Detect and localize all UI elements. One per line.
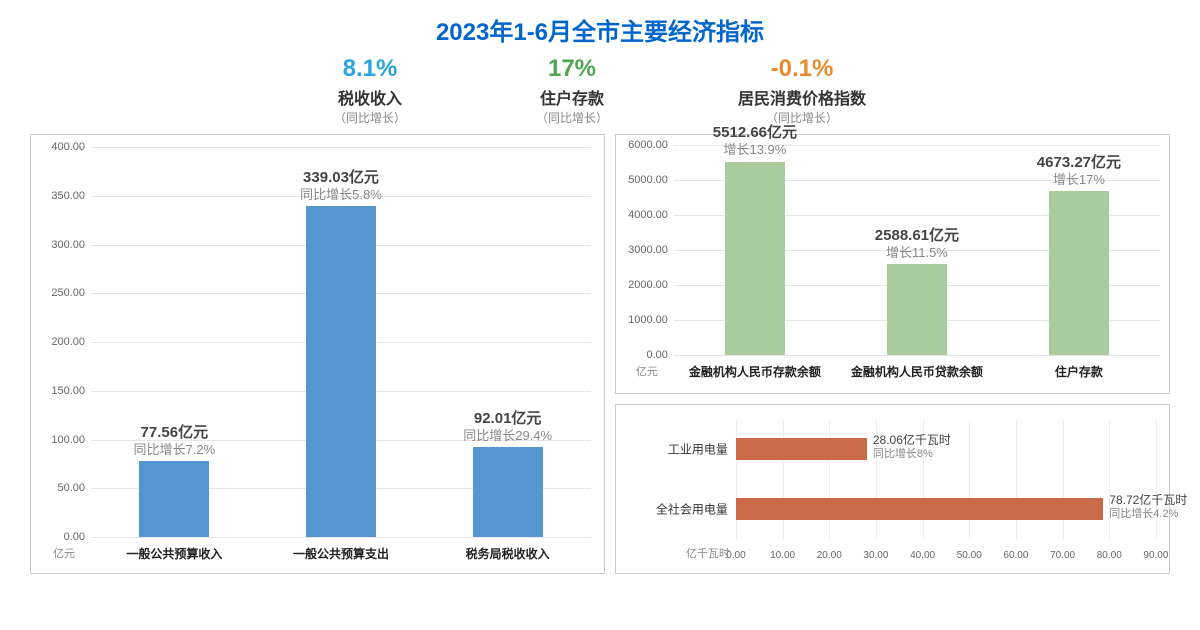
y-tick: 5000.00 [628, 174, 668, 186]
x-tick: 70.00 [1050, 550, 1075, 561]
bar [736, 438, 867, 460]
grid-line [91, 147, 591, 148]
bar-value-label: 4673.27亿元增长17% [1037, 154, 1121, 188]
kpi-tax-revenue: 8.1% 税收收入 （同比增长） [334, 55, 406, 126]
y-tick: 4000.00 [628, 209, 668, 221]
bar-value-label: 92.01亿元同比增长29.4% [463, 410, 552, 444]
bar-value-label: 28.06亿千瓦时同比增长8% [873, 434, 951, 460]
grid-line [783, 419, 784, 539]
grid-line [91, 537, 591, 538]
y-tick: 0.00 [64, 531, 85, 543]
content-row: 0.00 50.00 100.00 150.00 200.00 250.00 300.00 3… [0, 134, 1200, 574]
grid-line [1109, 419, 1110, 539]
plot-area: 0.001000.002000.003000.004000.005000.006… [674, 145, 1160, 355]
bar [473, 447, 543, 537]
bar [306, 206, 376, 537]
bar [139, 461, 209, 537]
y-tick: 350.00 [51, 190, 85, 202]
category-label: 一般公共预算支出 [293, 545, 389, 562]
category-label: 全社会用电量 [656, 501, 736, 518]
grid-line [829, 419, 830, 539]
y-tick: 300.00 [51, 239, 85, 251]
category-label: 金融机构人民币贷款余额 [851, 363, 983, 380]
kpi-value: 8.1% [334, 55, 406, 83]
bar [887, 264, 947, 355]
y-tick: 200.00 [51, 336, 85, 348]
y-tick: 50.00 [57, 482, 85, 494]
bar-value-label: 339.03亿元同比增长5.8% [300, 169, 382, 203]
category-label: 一般公共预算收入 [126, 545, 222, 562]
kpi-row: 8.1% 税收收入 （同比增长） 17% 住户存款 （同比增长） -0.1% 居… [0, 55, 1200, 126]
x-tick: 30.00 [863, 550, 888, 561]
y-tick: 6000.00 [628, 139, 668, 151]
x-tick: 90.00 [1143, 550, 1168, 561]
grid-line [1016, 419, 1017, 539]
kpi-value: 17% [536, 55, 608, 83]
kpi-label: 住户存款 [536, 85, 608, 109]
grid-line [736, 419, 737, 539]
kpi-sub: （同比增长） [334, 109, 406, 126]
x-tick: 40.00 [910, 550, 935, 561]
kpi-cpi: -0.1% 居民消费价格指数 （同比增长） [738, 55, 866, 126]
unit-label: 亿千瓦时 [686, 545, 730, 561]
finance-bar-chart: 0.00 1000.00 2000.00 3000.00 4000.00 5000.00 6… [615, 134, 1170, 394]
y-tick: 150.00 [51, 385, 85, 397]
grid-line [674, 355, 1160, 356]
electricity-bar-chart: 0.0010.0020.0030.0040.0050.0060.0070.008… [615, 404, 1170, 574]
category-label: 住户存款 [1055, 363, 1103, 380]
bar-value-label: 2588.61亿元增长11.5% [875, 227, 959, 261]
x-tick: 50.00 [957, 550, 982, 561]
kpi-label: 居民消费价格指数 [738, 85, 866, 109]
y-tick: 2000.00 [628, 279, 668, 291]
kpi-value: -0.1% [738, 55, 866, 83]
y-tick: 1000.00 [628, 314, 668, 326]
kpi-household-deposits: 17% 住户存款 （同比增长） [536, 55, 608, 126]
bar [1049, 191, 1109, 355]
kpi-sub: （同比增长） [536, 109, 608, 126]
y-tick: 250.00 [51, 287, 85, 299]
unit-label: 亿元 [53, 545, 75, 561]
kpi-label: 税收收入 [334, 85, 406, 109]
bar [725, 162, 785, 355]
bar [736, 498, 1103, 520]
budget-bar-chart: 0.00 50.00 100.00 150.00 200.00 250.00 300.00 3… [30, 134, 605, 574]
grid-line [1063, 419, 1064, 539]
page-title: 2023年1-6月全市主要经济指标 [0, 0, 1200, 55]
grid-line [969, 419, 970, 539]
y-tick: 400.00 [51, 141, 85, 153]
y-tick: 0.00 [647, 349, 668, 361]
x-tick: 80.00 [1097, 550, 1122, 561]
bar-value-label: 77.56亿元同比增长7.2% [134, 424, 216, 458]
x-tick: 60.00 [1003, 550, 1028, 561]
x-tick: 10.00 [770, 550, 795, 561]
plot-area: 0.0010.0020.0030.0040.0050.0060.0070.008… [736, 419, 1156, 539]
right-column: 0.00 1000.00 2000.00 3000.00 4000.00 5000.00 6… [615, 134, 1170, 574]
bar-value-label: 5512.66亿元增长13.9% [713, 124, 797, 158]
bar-value-label: 78.72亿千瓦时同比增长4.2% [1109, 494, 1187, 520]
y-tick: 100.00 [51, 434, 85, 446]
category-label: 工业用电量 [668, 441, 736, 458]
kpi-sub: （同比增长） [738, 109, 866, 126]
unit-label: 亿元 [636, 363, 658, 379]
grid-line [1156, 419, 1157, 539]
x-tick: 20.00 [817, 550, 842, 561]
category-label: 金融机构人民币存款余额 [689, 363, 821, 380]
y-tick: 3000.00 [628, 244, 668, 256]
category-label: 税务局税收收入 [466, 545, 550, 562]
plot-area: 0.0050.00100.00150.00200.00250.00300.003… [91, 147, 591, 537]
